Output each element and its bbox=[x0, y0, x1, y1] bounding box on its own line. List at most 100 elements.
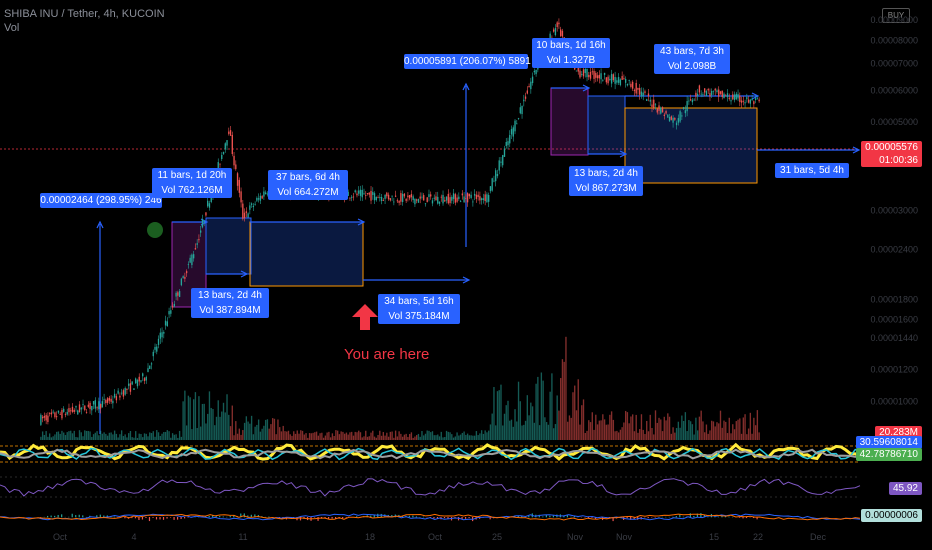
macd-bar bbox=[208, 515, 210, 518]
volume-bar bbox=[470, 435, 472, 440]
candle bbox=[228, 131, 230, 134]
volume-bar bbox=[479, 433, 481, 440]
candle bbox=[642, 92, 644, 96]
candle bbox=[259, 195, 262, 201]
volume-bar bbox=[112, 434, 114, 440]
candle bbox=[110, 398, 112, 402]
volume-bar bbox=[263, 425, 265, 440]
candle bbox=[419, 196, 421, 199]
candle bbox=[257, 198, 260, 200]
volume-bar bbox=[63, 432, 65, 440]
macd-bar bbox=[461, 517, 463, 520]
candle bbox=[563, 37, 565, 39]
candle bbox=[660, 107, 662, 114]
volume-bar bbox=[115, 433, 118, 440]
volume-bar bbox=[303, 434, 305, 440]
candle bbox=[530, 81, 532, 90]
volume-bar bbox=[438, 436, 441, 440]
volume-bar bbox=[40, 436, 42, 440]
volume-bar bbox=[414, 436, 416, 440]
chart-title: SHIBA INU / Tether, 4h, KUCOIN bbox=[4, 8, 165, 20]
volume-bar bbox=[380, 435, 383, 440]
volume-bar bbox=[351, 431, 353, 440]
macd-bar bbox=[124, 517, 126, 519]
volume-bar bbox=[191, 429, 193, 440]
volume-bar bbox=[732, 424, 734, 440]
volume-bar bbox=[718, 423, 720, 440]
volume-bar bbox=[635, 414, 637, 440]
candle bbox=[610, 73, 613, 84]
candle bbox=[558, 22, 560, 25]
macd-bar bbox=[138, 517, 140, 520]
candle bbox=[250, 203, 253, 205]
candle bbox=[449, 197, 451, 204]
macd-bar bbox=[587, 517, 590, 519]
candle bbox=[48, 412, 51, 414]
volume-bar bbox=[747, 428, 750, 440]
volume-bar bbox=[660, 419, 662, 440]
volume-bar bbox=[656, 422, 658, 440]
volume-bar bbox=[324, 435, 327, 440]
price-axis-tick: 0.00006000 bbox=[870, 85, 918, 95]
macd-bar bbox=[345, 517, 347, 518]
volume-bar bbox=[672, 427, 674, 440]
macd-bar bbox=[240, 513, 242, 518]
volume-bar bbox=[449, 432, 451, 440]
time-axis-tick: Oct bbox=[53, 532, 68, 542]
candle bbox=[510, 129, 513, 135]
candle bbox=[405, 198, 407, 201]
macd-bar bbox=[566, 515, 569, 518]
volume-bar bbox=[463, 431, 465, 440]
candle bbox=[366, 193, 369, 195]
macd-bar bbox=[215, 516, 217, 518]
volume-bar bbox=[75, 436, 77, 440]
volume-bar bbox=[365, 430, 367, 440]
candle bbox=[459, 201, 462, 203]
volume-bar bbox=[677, 421, 680, 440]
price-axis-tick: 0.00001800 bbox=[870, 294, 918, 304]
volume-bar bbox=[328, 431, 330, 440]
volume-bar bbox=[466, 433, 469, 440]
volume-bar bbox=[157, 432, 160, 440]
candle bbox=[639, 88, 641, 95]
macd-bar bbox=[661, 516, 663, 518]
volume-bar bbox=[621, 427, 623, 440]
macd-bar bbox=[457, 517, 460, 521]
volume-bar bbox=[77, 437, 79, 440]
volume-bar bbox=[391, 431, 393, 440]
macd-bar bbox=[538, 514, 540, 518]
price-axis-tick: 0.00001600 bbox=[870, 315, 918, 325]
price-candles bbox=[40, 18, 760, 426]
volume-bar bbox=[407, 436, 409, 440]
buy-button[interactable]: BUY bbox=[882, 8, 910, 23]
macd-bar bbox=[700, 513, 702, 518]
candle bbox=[526, 90, 528, 94]
volume-bar bbox=[751, 433, 753, 440]
candle bbox=[264, 192, 267, 195]
macd-bar bbox=[521, 515, 523, 518]
volume-bar bbox=[231, 405, 233, 440]
volume-bar bbox=[245, 416, 248, 440]
candle bbox=[47, 415, 49, 422]
volume-bar bbox=[203, 403, 205, 440]
candle bbox=[198, 239, 200, 241]
candle bbox=[372, 191, 374, 195]
volume-bar bbox=[82, 436, 84, 440]
macd-bar bbox=[528, 515, 530, 518]
candle bbox=[702, 93, 704, 95]
candle bbox=[524, 96, 527, 99]
volume-bar bbox=[166, 430, 168, 440]
candle bbox=[398, 200, 400, 203]
candle bbox=[560, 29, 562, 36]
candle bbox=[512, 127, 514, 137]
volume-bar bbox=[335, 430, 337, 440]
candle bbox=[705, 91, 708, 97]
volume-bar bbox=[567, 421, 569, 440]
volume-bar bbox=[495, 425, 497, 440]
candle bbox=[531, 76, 534, 84]
candle bbox=[208, 203, 211, 208]
macd-bar bbox=[233, 515, 235, 518]
macd-bar bbox=[152, 517, 154, 518]
volume-bar bbox=[128, 433, 130, 440]
volume-bar bbox=[637, 432, 639, 440]
